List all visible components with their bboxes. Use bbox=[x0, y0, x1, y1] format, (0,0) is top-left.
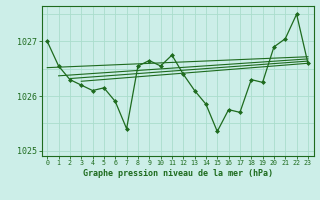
X-axis label: Graphe pression niveau de la mer (hPa): Graphe pression niveau de la mer (hPa) bbox=[83, 169, 273, 178]
